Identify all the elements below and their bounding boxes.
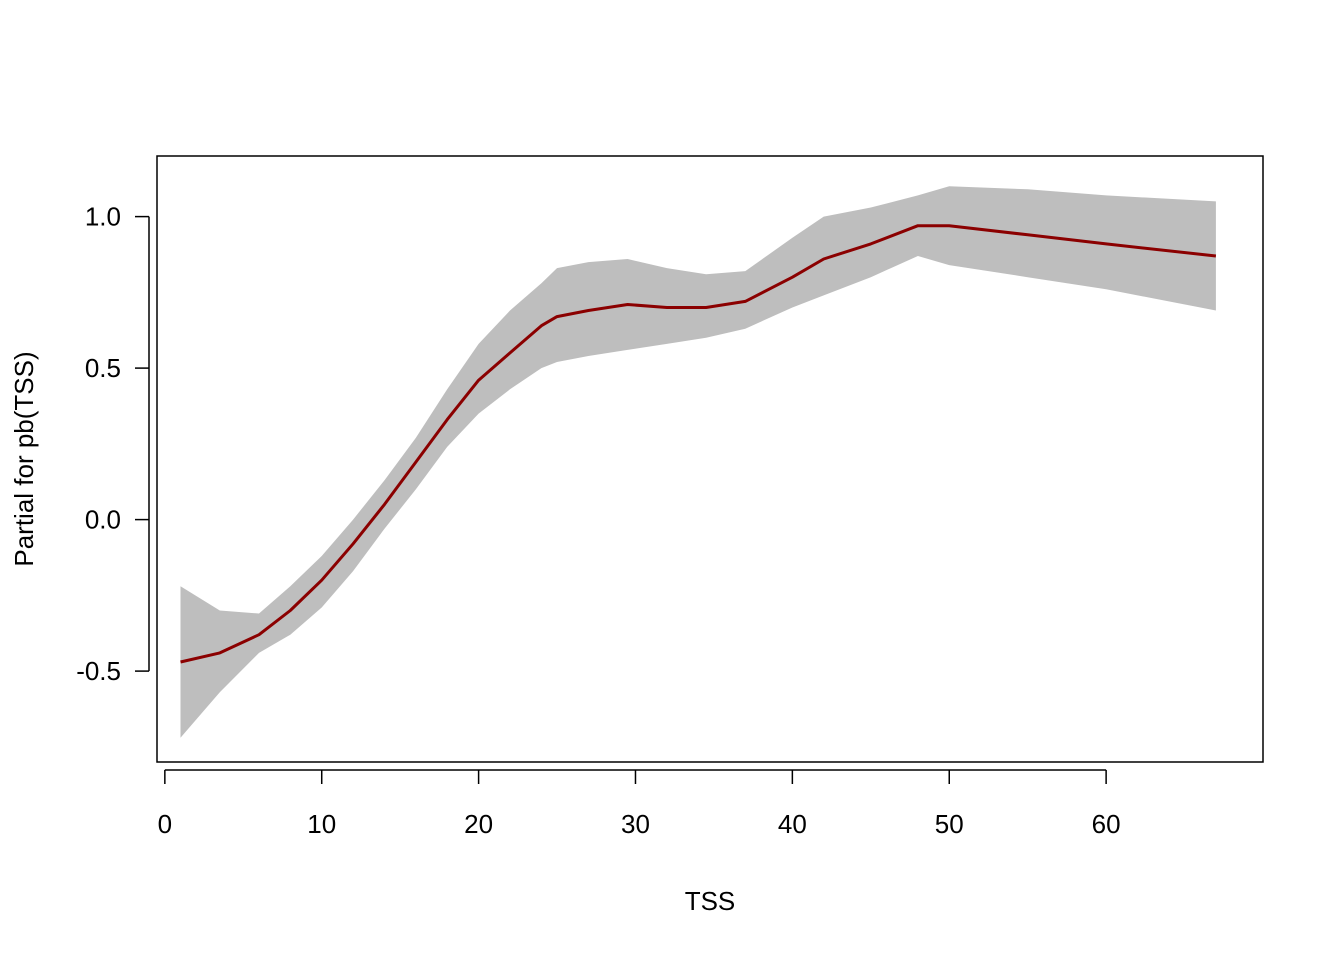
x-tick-label: 20 xyxy=(464,809,493,839)
fitted-line-layer xyxy=(180,224,1217,664)
x-tick-label: 0 xyxy=(158,809,172,839)
fitted-line xyxy=(180,224,1217,664)
confidence-band-layer xyxy=(180,186,1216,738)
x-axis-title: TSS xyxy=(685,886,736,916)
x-axis: 0 10 20 30 40 50 60 xyxy=(158,769,1121,839)
y-tick-label: 0.5 xyxy=(85,353,121,383)
y-tick-label: 1.0 xyxy=(85,202,121,232)
x-tick-label: 30 xyxy=(621,809,650,839)
x-tick-label: 40 xyxy=(778,809,807,839)
plot-frame xyxy=(156,155,1264,763)
y-tick-label: -0.5 xyxy=(76,656,121,686)
y-tick-label: 0.0 xyxy=(85,505,121,535)
confidence-band xyxy=(180,186,1216,738)
y-axis-title: Partial for pb(TSS) xyxy=(9,351,39,566)
y-axis: -0.5 0.0 0.5 1.0 xyxy=(76,202,150,686)
x-tick-label: 10 xyxy=(307,809,336,839)
x-tick-label: 50 xyxy=(935,809,964,839)
x-tick-label: 60 xyxy=(1092,809,1121,839)
